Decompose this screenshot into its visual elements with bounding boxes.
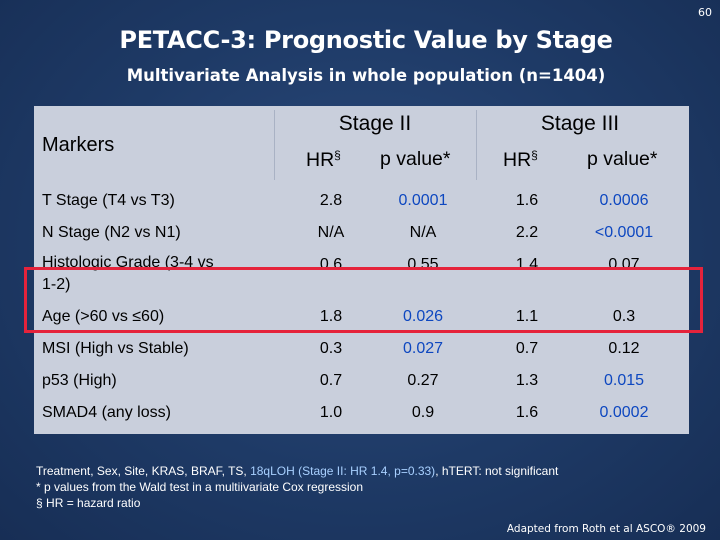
row-label: SMAD4 (any loss) (42, 404, 171, 421)
row-label: Histologic Grade (3-4 vs 1-2) (42, 254, 214, 293)
footnotes: Treatment, Sex, Site, KRAS, BRAF, TS, 18… (36, 463, 558, 511)
row-value-s2-hr: N/A (317, 224, 345, 241)
stage-3-hr-header: HR§ (503, 148, 538, 171)
row-label: MSI (High vs Stable) (42, 340, 189, 357)
slide-number: 60 (698, 6, 712, 19)
row-value-s3-hr: 1.6 (515, 404, 539, 421)
row-value-s2-hr: 2.8 (319, 192, 343, 209)
slide-title: PETACC-3: Prognostic Value by Stage (119, 26, 613, 54)
results-table: Markers Stage II Stage III HR§ p value* … (34, 106, 689, 434)
row-value-s2-p: 0.9 (411, 404, 435, 421)
stage-3-p-header: p value* (587, 148, 658, 170)
footnote-p-values: * p values from the Wald test in a multi… (36, 480, 364, 494)
row-value-s3-p: 0.0006 (599, 192, 649, 209)
row-value-s3-hr: 0.7 (515, 340, 539, 357)
row-value-s3-p: <0.0001 (594, 224, 654, 241)
row-value-s2-p: 0.027 (402, 340, 444, 357)
row-value-s3-hr: 1.6 (515, 192, 539, 209)
table-row: T Stage (T4 vs T3) 2.8 0.0001 1.6 0.0006 (34, 186, 689, 218)
row-value-s2-hr: 1.0 (319, 404, 343, 421)
source-credit: Adapted from Roth et al ASCO® 2009 (506, 523, 706, 535)
table-header: Markers Stage II Stage III HR§ p value* … (34, 106, 689, 184)
row-value-s2-p: N/A (409, 224, 437, 241)
footnote-18qloh: 18qLOH (Stage II: HR 1.4, p=0.33) (250, 464, 436, 478)
row-value-s3-hr: 1.3 (515, 372, 539, 389)
row-value-s3-hr: 2.2 (515, 224, 539, 241)
table-row: p53 (High) 0.7 0.27 1.3 0.015 (34, 366, 689, 398)
markers-header: Markers (42, 134, 115, 156)
table-row: Age (>60 vs ≤60) 1.8 0.026 1.1 0.3 (34, 302, 689, 334)
stage-2-header: Stage II (338, 112, 412, 135)
stage-2-hr-header: HR§ (306, 148, 341, 171)
row-value-s3-hr: 1.1 (515, 308, 539, 325)
row-value-s2-hr: 0.7 (319, 372, 343, 389)
row-value-s3-p: 0.0002 (599, 404, 649, 421)
header-separator (476, 110, 477, 180)
stage-3-header: Stage III (540, 112, 620, 135)
row-value-s3-p: 0.3 (612, 308, 636, 325)
row-value-s2-hr: 1.8 (319, 308, 343, 325)
row-value-s2-p: 0.27 (407, 372, 439, 389)
row-label: N Stage (N2 vs N1) (42, 224, 181, 241)
table-row: SMAD4 (any loss) 1.0 0.9 1.6 0.0002 (34, 398, 689, 430)
row-value-s2-hr: 0.3 (319, 340, 343, 357)
slide-subtitle: Multivariate Analysis in whole populatio… (126, 66, 606, 85)
row-value-s3-p: 0.015 (603, 372, 645, 389)
row-label: Age (>60 vs ≤60) (42, 308, 165, 325)
table-row: MSI (High vs Stable) 0.3 0.027 0.7 0.12 (34, 334, 689, 366)
highlight-box (24, 267, 703, 333)
header-separator (274, 110, 275, 180)
row-label: p53 (High) (42, 372, 117, 389)
footnote-not-significant: Treatment, Sex, Site, KRAS, BRAF, TS, 18… (36, 464, 559, 478)
row-value-s2-p: 0.0001 (398, 192, 448, 209)
row-label: T Stage (T4 vs T3) (42, 192, 175, 209)
row-value-s2-p: 0.026 (402, 308, 444, 325)
stage-2-p-header: p value* (380, 148, 451, 170)
table-row: N Stage (N2 vs N1) N/A N/A 2.2 <0.0001 (34, 218, 689, 250)
footnote-hr: § HR = hazard ratio (36, 496, 141, 510)
row-value-s3-p: 0.12 (608, 340, 640, 357)
